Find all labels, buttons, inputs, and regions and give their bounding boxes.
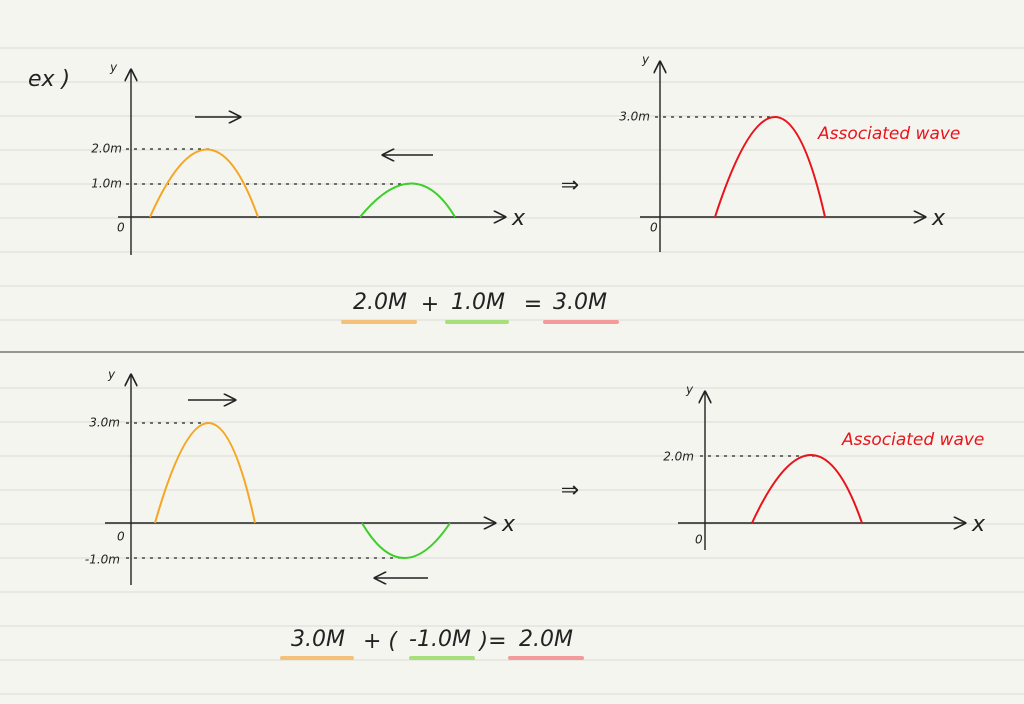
origin-label: 0 <box>650 221 658 235</box>
example-label: ex ) <box>28 67 70 92</box>
level-label: 2.0m <box>663 450 694 464</box>
ruled-lines <box>0 47 1024 695</box>
x-axis-label: x <box>501 512 516 537</box>
origin-label: 0 <box>695 533 703 547</box>
level-label: 3.0m <box>619 110 650 124</box>
operator: = <box>524 292 542 317</box>
equation: 2.0M + 1.0M = 3.0M <box>341 290 619 324</box>
term: 3.0M <box>291 627 345 652</box>
graph: y x 0 2.0m 1.0m <box>91 61 526 255</box>
origin-label: 0 <box>117 221 125 235</box>
wave <box>359 182 456 218</box>
term: 3.0M <box>553 290 607 315</box>
x-axis-label: x <box>511 206 526 231</box>
x-axis-label: x <box>931 206 946 231</box>
operator: + ( <box>363 629 398 654</box>
wave <box>149 148 259 218</box>
y-axis-label: y <box>641 53 650 67</box>
graph: y x 0 3.0m Associated wave <box>619 53 960 252</box>
x-axis-label: x <box>971 512 986 537</box>
level-label: -1.0m <box>85 553 120 567</box>
graph: y x 0 3.0m -1.0m <box>85 368 516 585</box>
y-axis-label: y <box>685 383 694 397</box>
wave <box>361 522 451 559</box>
term: -1.0M <box>409 627 471 652</box>
y-axis-label: y <box>107 368 116 382</box>
caption: Associated wave <box>841 430 984 450</box>
graph: y x 0 2.0m Associated wave <box>663 383 986 550</box>
implies: ⇒ <box>561 478 579 503</box>
origin-label: 0 <box>117 530 125 544</box>
equation: 3.0M + ( -1.0M )= 2.0M <box>280 627 584 660</box>
y-axis-label: y <box>109 61 118 75</box>
term: 1.0M <box>451 290 505 315</box>
operator: + <box>421 292 439 317</box>
caption: Associated wave <box>817 124 960 144</box>
level-label: 1.0m <box>91 177 122 191</box>
level-label: 2.0m <box>91 142 122 156</box>
wave <box>714 116 826 218</box>
term: 2.0M <box>353 290 407 315</box>
wave <box>751 454 863 524</box>
operator: )= <box>477 629 506 654</box>
implies: ⇒ <box>561 173 579 198</box>
term: 2.0M <box>519 627 573 652</box>
wave <box>154 422 256 524</box>
level-label: 3.0m <box>89 416 120 430</box>
